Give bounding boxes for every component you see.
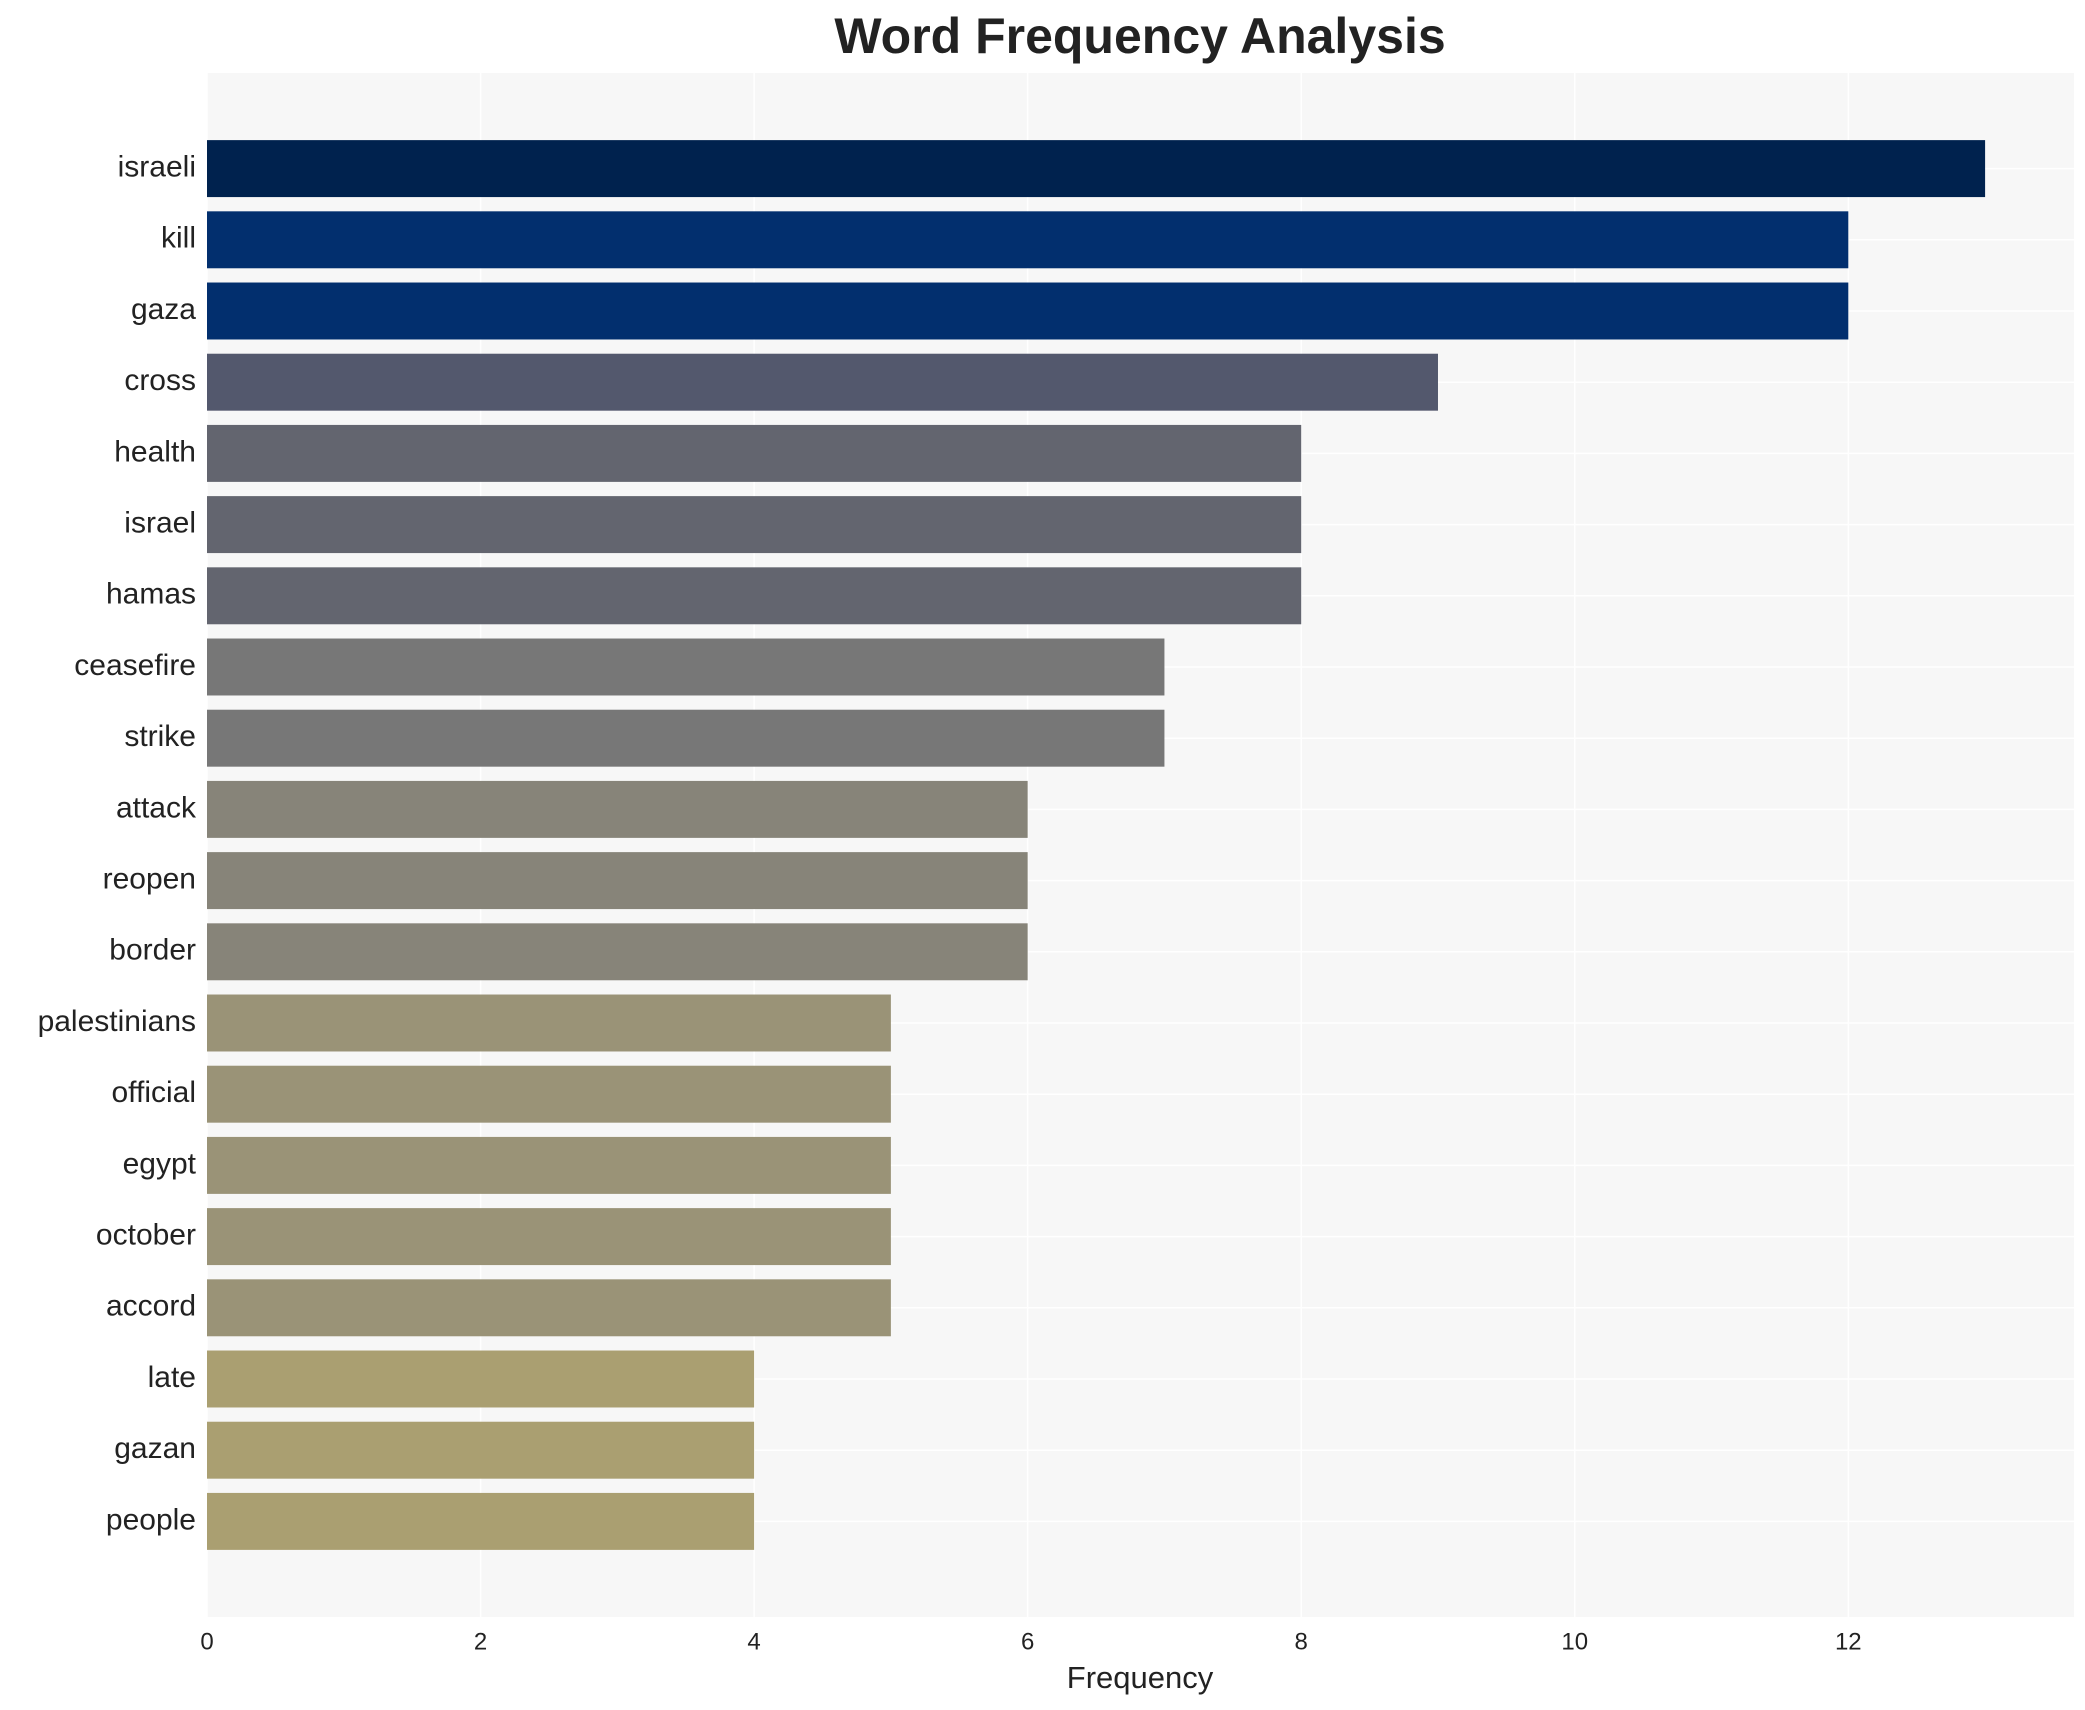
bar bbox=[207, 353, 1438, 411]
x-tick-label: 2 bbox=[474, 1628, 487, 1655]
bar bbox=[207, 567, 1302, 625]
y-tick-label: reopen bbox=[103, 863, 196, 896]
bar bbox=[207, 1208, 891, 1266]
bar bbox=[207, 1279, 891, 1337]
bar bbox=[207, 1136, 891, 1194]
bar bbox=[207, 211, 1849, 269]
y-tick-label: strike bbox=[124, 720, 196, 753]
bar bbox=[207, 282, 1849, 340]
y-tick-label: health bbox=[114, 435, 196, 468]
y-tick-label: people bbox=[106, 1503, 196, 1536]
bar bbox=[207, 923, 1028, 981]
bar bbox=[207, 1350, 755, 1408]
y-tick-label: kill bbox=[161, 222, 196, 255]
y-tick-label: gaza bbox=[131, 293, 196, 326]
y-tick-label: late bbox=[148, 1361, 196, 1394]
x-axis-label: Frequency bbox=[1067, 1660, 1214, 1695]
bar bbox=[207, 424, 1302, 482]
bar bbox=[207, 780, 1028, 838]
x-tick-label: 0 bbox=[200, 1628, 213, 1655]
bar bbox=[207, 496, 1302, 554]
y-tick-label: border bbox=[109, 934, 196, 967]
y-tick-label: israel bbox=[124, 507, 196, 540]
x-tick-label: 12 bbox=[1835, 1628, 1862, 1655]
y-tick-label: israeli bbox=[118, 151, 196, 184]
x-tick-label: 4 bbox=[747, 1628, 760, 1655]
bar bbox=[207, 1492, 755, 1550]
bar bbox=[207, 140, 1986, 198]
bar bbox=[207, 709, 1165, 767]
chart-title: Word Frequency Analysis bbox=[834, 8, 1445, 64]
y-tick-label: gazan bbox=[114, 1432, 196, 1465]
bar bbox=[207, 1421, 755, 1479]
bar bbox=[207, 994, 891, 1052]
y-tick-label: october bbox=[96, 1219, 196, 1252]
bar bbox=[207, 638, 1165, 696]
y-tick-label: cross bbox=[124, 364, 196, 397]
y-tick-label: palestinians bbox=[38, 1005, 196, 1038]
bar bbox=[207, 852, 1028, 910]
y-tick-label: accord bbox=[106, 1290, 196, 1323]
y-tick-label: official bbox=[112, 1076, 197, 1109]
x-tick-label: 8 bbox=[1295, 1628, 1308, 1655]
y-tick-label: egypt bbox=[123, 1147, 197, 1180]
x-tick-label: 10 bbox=[1561, 1628, 1588, 1655]
y-tick-label: attack bbox=[116, 791, 197, 824]
x-tick-label: 6 bbox=[1021, 1628, 1034, 1655]
y-tick-label: ceasefire bbox=[74, 649, 196, 682]
bar bbox=[207, 1065, 891, 1123]
y-tick-label: hamas bbox=[106, 578, 196, 611]
